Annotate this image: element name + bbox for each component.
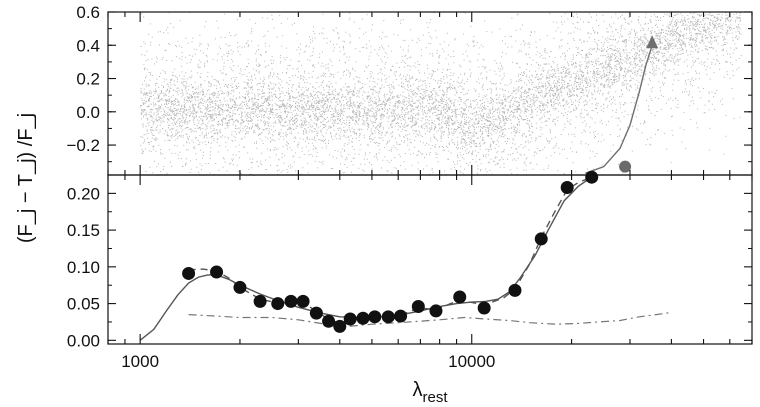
- data-point: [284, 294, 298, 308]
- data-point: [534, 232, 548, 246]
- data-point: [322, 314, 336, 328]
- y-axis-title: (F_j − T_j) /F_j: [15, 113, 37, 243]
- top-y-tick-label: 0.6: [76, 3, 100, 22]
- measured-points: [182, 170, 599, 333]
- top-gray-point: [619, 160, 632, 173]
- x-tick-label: 10000: [448, 352, 495, 371]
- data-point: [508, 283, 522, 297]
- data-point: [411, 300, 425, 314]
- data-point: [210, 265, 224, 279]
- data-point: [271, 297, 285, 311]
- bottom-x-ticks: 1000 10000: [107, 12, 753, 371]
- x-axis-title: λrest: [412, 379, 448, 406]
- x-tick-label: 1000: [121, 352, 159, 371]
- data-point: [253, 294, 267, 308]
- top-y-tick-label: 0.4: [76, 36, 100, 55]
- data-point: [453, 290, 467, 304]
- top-y-tick-label: 0.0: [76, 103, 100, 122]
- data-point: [381, 310, 395, 324]
- data-point: [368, 310, 382, 324]
- data-point: [343, 312, 357, 326]
- data-point: [394, 309, 408, 323]
- residual-points: [140, 12, 742, 176]
- bottom-y-tick-label: 0.00: [67, 331, 100, 350]
- scatter-cloud: [140, 12, 742, 176]
- bottom-panel-frame: [107, 174, 753, 345]
- top-y-ticks: −0.2 0.0 0.2 0.4 0.6: [66, 3, 752, 163]
- data-point: [585, 170, 599, 184]
- data-point: [233, 280, 247, 294]
- top-y-tick-label: 0.2: [76, 70, 100, 89]
- residual-scatter-panel: −0.2 0.0 0.2 0.4 0.6: [66, 3, 752, 176]
- top-y-tick-label: −0.2: [66, 136, 100, 155]
- bottom-y-tick-label: 0.05: [67, 295, 100, 314]
- top-trend-arrowhead: [646, 35, 659, 49]
- data-point: [560, 180, 574, 194]
- x-axis-title-main: λ: [412, 379, 422, 401]
- bottom-y-tick-label: 0.10: [67, 258, 100, 277]
- data-point: [477, 301, 491, 315]
- data-point: [356, 311, 370, 325]
- bottom-y-tick-label: 0.20: [67, 184, 100, 203]
- data-point: [296, 294, 310, 308]
- data-point: [309, 306, 323, 320]
- bottom-y-tick-label: 0.15: [67, 221, 100, 240]
- top-trend-curve: [585, 45, 653, 174]
- data-point: [333, 319, 347, 333]
- dash-dot-curve: [188, 311, 672, 328]
- data-point: [182, 266, 196, 280]
- bottom-y-ticks: 0.00 0.05 0.10 0.15 0.20: [67, 174, 752, 350]
- x-axis-title-subscript: rest: [422, 389, 448, 406]
- dashed-curve: [188, 176, 592, 325]
- data-point: [429, 304, 443, 318]
